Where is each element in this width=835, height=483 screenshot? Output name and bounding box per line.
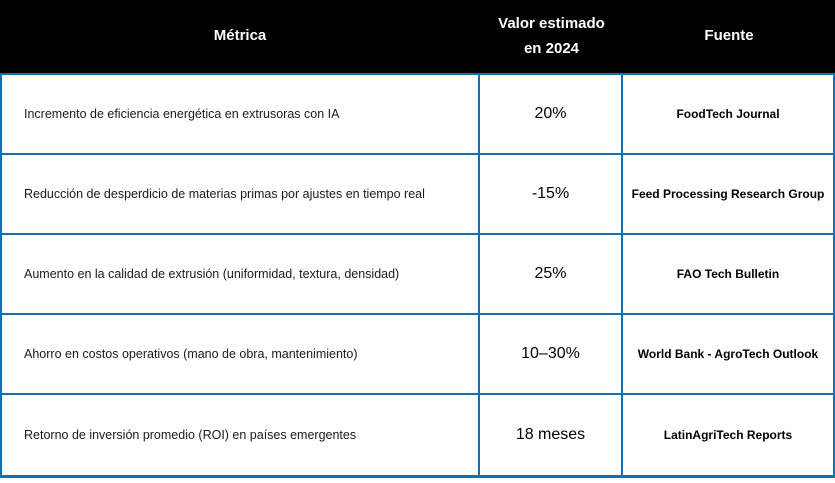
table-row: Ahorro en costos operativos (mano de obr… [2, 315, 833, 395]
table-row: Retorno de inversión promedio (ROI) en p… [2, 395, 833, 475]
table-row: Incremento de eficiencia energética en e… [2, 75, 833, 155]
metric-cell: Retorno de inversión promedio (ROI) en p… [2, 395, 480, 475]
metric-cell: Ahorro en costos operativos (mano de obr… [2, 315, 480, 393]
value-cell: 18 meses [480, 395, 623, 475]
value-cell: 25% [480, 235, 623, 313]
metric-cell: Incremento de eficiencia energética en e… [2, 75, 480, 153]
source-cell: FAO Tech Bulletin [676, 267, 780, 281]
column-header-value: Valor estimado en 2024 [498, 14, 605, 57]
metric-cell: Reducción de desperdicio de materias pri… [2, 155, 480, 233]
metric-cell: Aumento en la calidad de extrusión (unif… [2, 235, 480, 313]
value-cell: 20% [480, 75, 623, 153]
table-row: Reducción de desperdicio de materias pri… [2, 155, 833, 235]
table-header-row: Métrica Valor estimado en 2024 Fuente [0, 0, 835, 73]
source-cell: FoodTech Journal [676, 107, 780, 121]
value-cell: 10–30% [480, 315, 623, 393]
source-cell: LatinAgriTech Reports [663, 428, 793, 442]
source-cell: World Bank - AgroTech Outlook [637, 347, 819, 361]
table-body: Incremento de eficiencia energética en e… [0, 73, 835, 478]
source-cell: Feed Processing Research Group [631, 187, 825, 201]
column-header-source: Fuente [704, 27, 754, 45]
column-header-metric: Métrica [213, 27, 267, 45]
table-row: Aumento en la calidad de extrusión (unif… [2, 235, 833, 315]
value-cell: -15% [480, 155, 623, 233]
